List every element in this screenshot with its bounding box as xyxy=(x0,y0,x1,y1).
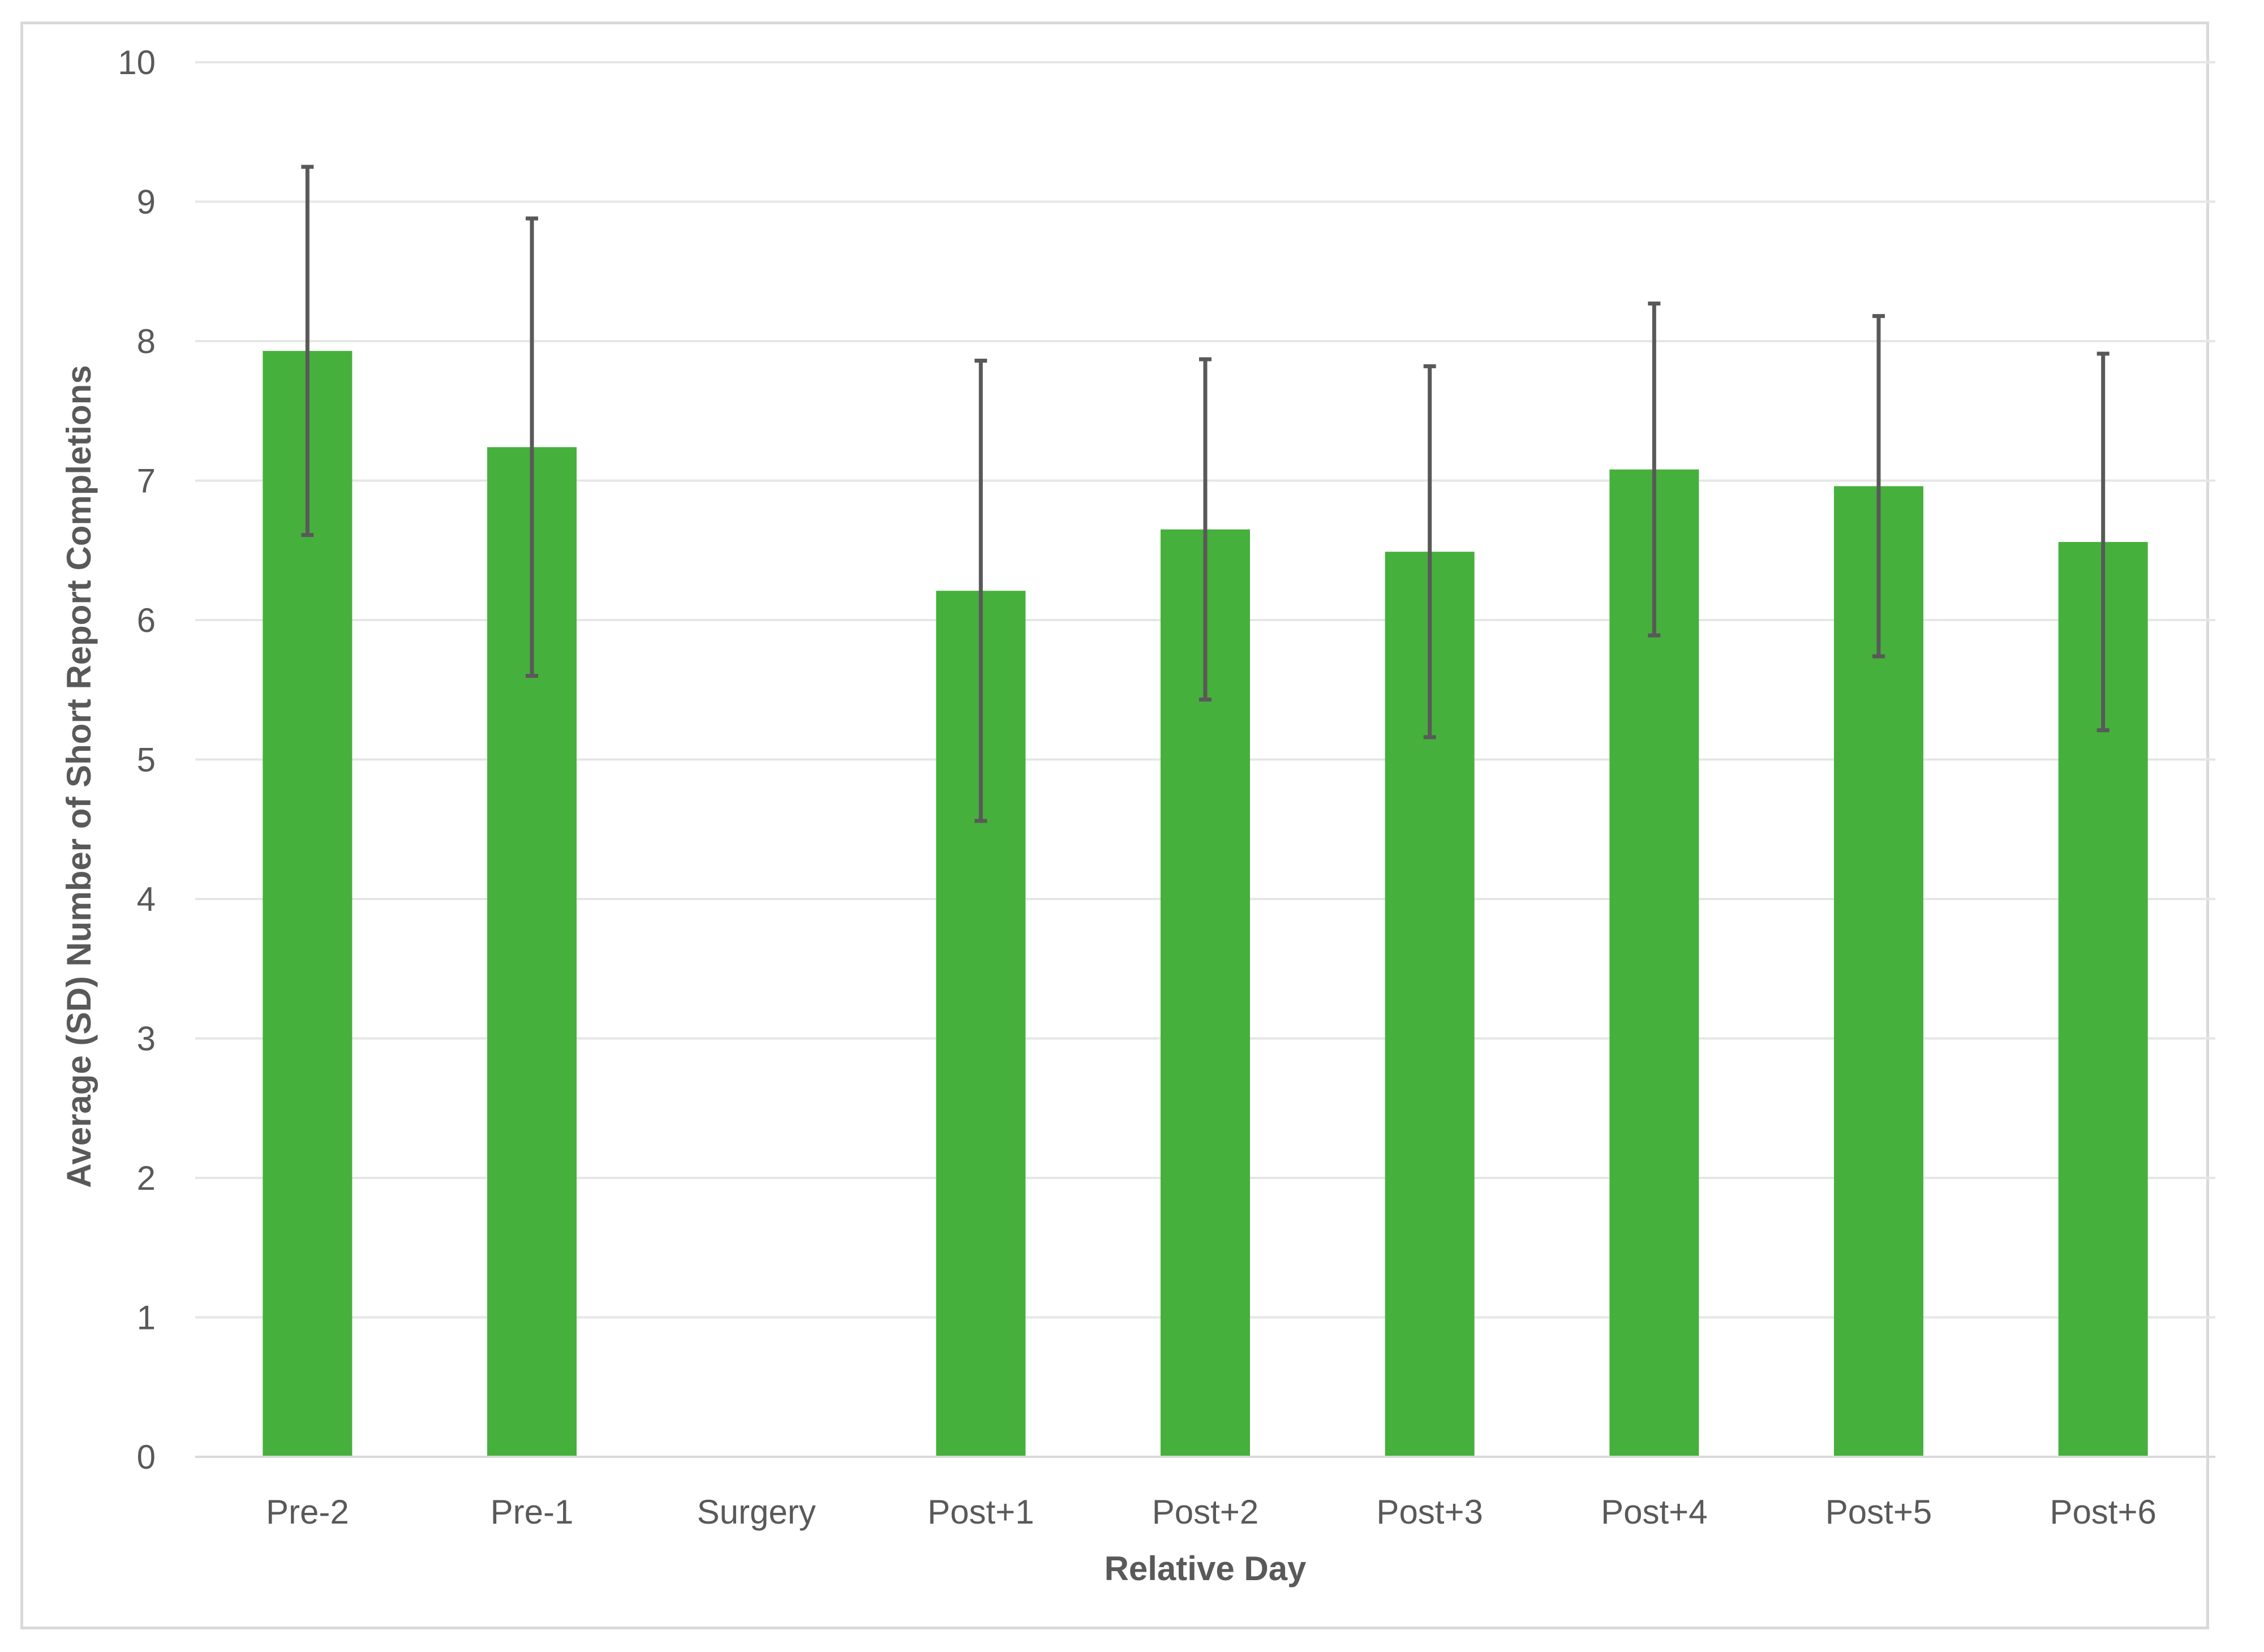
error-bar xyxy=(1423,364,1436,739)
error-bar xyxy=(1199,357,1212,702)
error-bar xyxy=(2097,351,2110,733)
error-bar xyxy=(526,216,538,678)
y-tick-label: 2 xyxy=(137,1159,156,1197)
y-tick-label: 0 xyxy=(137,1438,156,1476)
y-tick-label: 5 xyxy=(137,741,156,779)
x-tick-label: Pre-2 xyxy=(266,1493,349,1531)
error-bar xyxy=(974,359,987,823)
y-tick-label: 6 xyxy=(137,601,156,639)
x-axis-ticks: Pre-2 Pre-1 Surgery Post+1 Post+2 Post+3 Post+… xyxy=(266,1493,2156,1531)
error-bar xyxy=(301,165,314,537)
x-tick-label: Post+1 xyxy=(927,1493,1034,1531)
x-tick-label: Surgery xyxy=(697,1493,816,1531)
y-tick-label: 8 xyxy=(137,322,156,360)
x-tick-label: Post+2 xyxy=(1152,1493,1258,1531)
y-tick-label: 7 xyxy=(137,462,156,500)
y-axis-title: Average (SD) Number of Short Report Comp… xyxy=(60,365,98,1188)
x-tick-label: Post+4 xyxy=(1601,1493,1707,1531)
y-axis-ticks: 0 1 2 3 4 5 6 7 8 9 10 xyxy=(118,44,156,1476)
y-tick-label: 10 xyxy=(118,44,156,81)
x-tick-label: Post+3 xyxy=(1376,1493,1483,1531)
y-tick-label: 3 xyxy=(137,1020,156,1058)
x-tick-label: Post+5 xyxy=(1825,1493,1932,1531)
x-axis-title: Relative Day xyxy=(1105,1550,1307,1588)
error-bar xyxy=(1872,314,1885,659)
y-tick-label: 4 xyxy=(137,880,156,918)
x-tick-label: Pre-1 xyxy=(491,1493,574,1531)
y-tick-label: 1 xyxy=(137,1299,156,1337)
y-tick-label: 9 xyxy=(137,183,156,221)
error-bars xyxy=(301,165,2110,823)
x-tick-label: Post+6 xyxy=(2050,1493,2156,1531)
error-bar xyxy=(1648,301,1661,638)
